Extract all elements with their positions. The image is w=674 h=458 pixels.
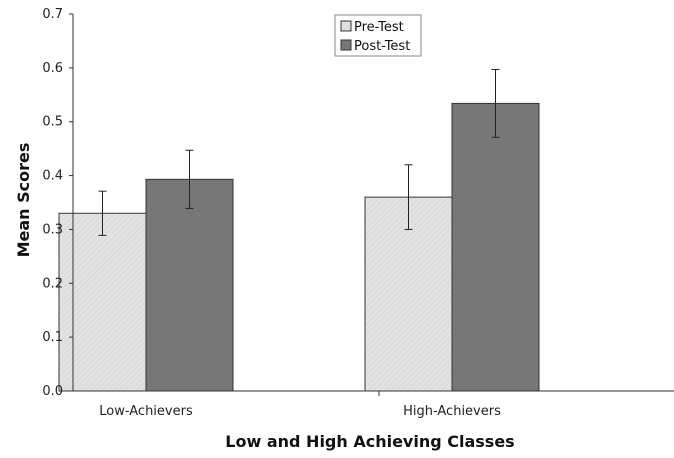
y-ticks-layer: 0.0 0.1 0.2 0.3 0.4 0.5 0.6 0.7 [42,7,73,399]
legend: Pre-Test Post-Test [334,14,422,57]
y-tick-label: 0.4 [42,169,63,184]
x-categories-layer: Low-Achievers High-Achievers [99,391,501,419]
y-tick-label: 0.6 [42,61,63,76]
bars-layer [58,102,540,392]
bar-pre-test-low-achievers [58,212,147,392]
bar-post-test-high-achievers [451,102,540,392]
x-axis-title: Low and High Achieving Classes [225,432,514,451]
axes-layer [72,14,674,392]
legend-label-pre-test: Pre-Test [354,20,404,35]
legend-swatch-pre-test [340,20,352,32]
legend-swatch-post-test [340,39,352,51]
y-tick-label: 0.1 [42,330,63,345]
y-tick-label: 0.0 [42,384,63,399]
y-tick-label: 0.2 [42,276,63,291]
error-bars-layer [98,68,500,236]
y-tick-label: 0.7 [42,7,63,22]
y-tick-label: 0.3 [42,222,63,237]
y-tick-label: 0.5 [42,115,63,130]
x-category-label: High-Achievers [403,404,501,419]
legend-label-post-test: Post-Test [354,39,410,54]
bar-post-test-low-achievers [145,178,234,392]
y-axis-title: Mean Scores [14,143,33,258]
x-category-label: Low-Achievers [99,404,193,419]
